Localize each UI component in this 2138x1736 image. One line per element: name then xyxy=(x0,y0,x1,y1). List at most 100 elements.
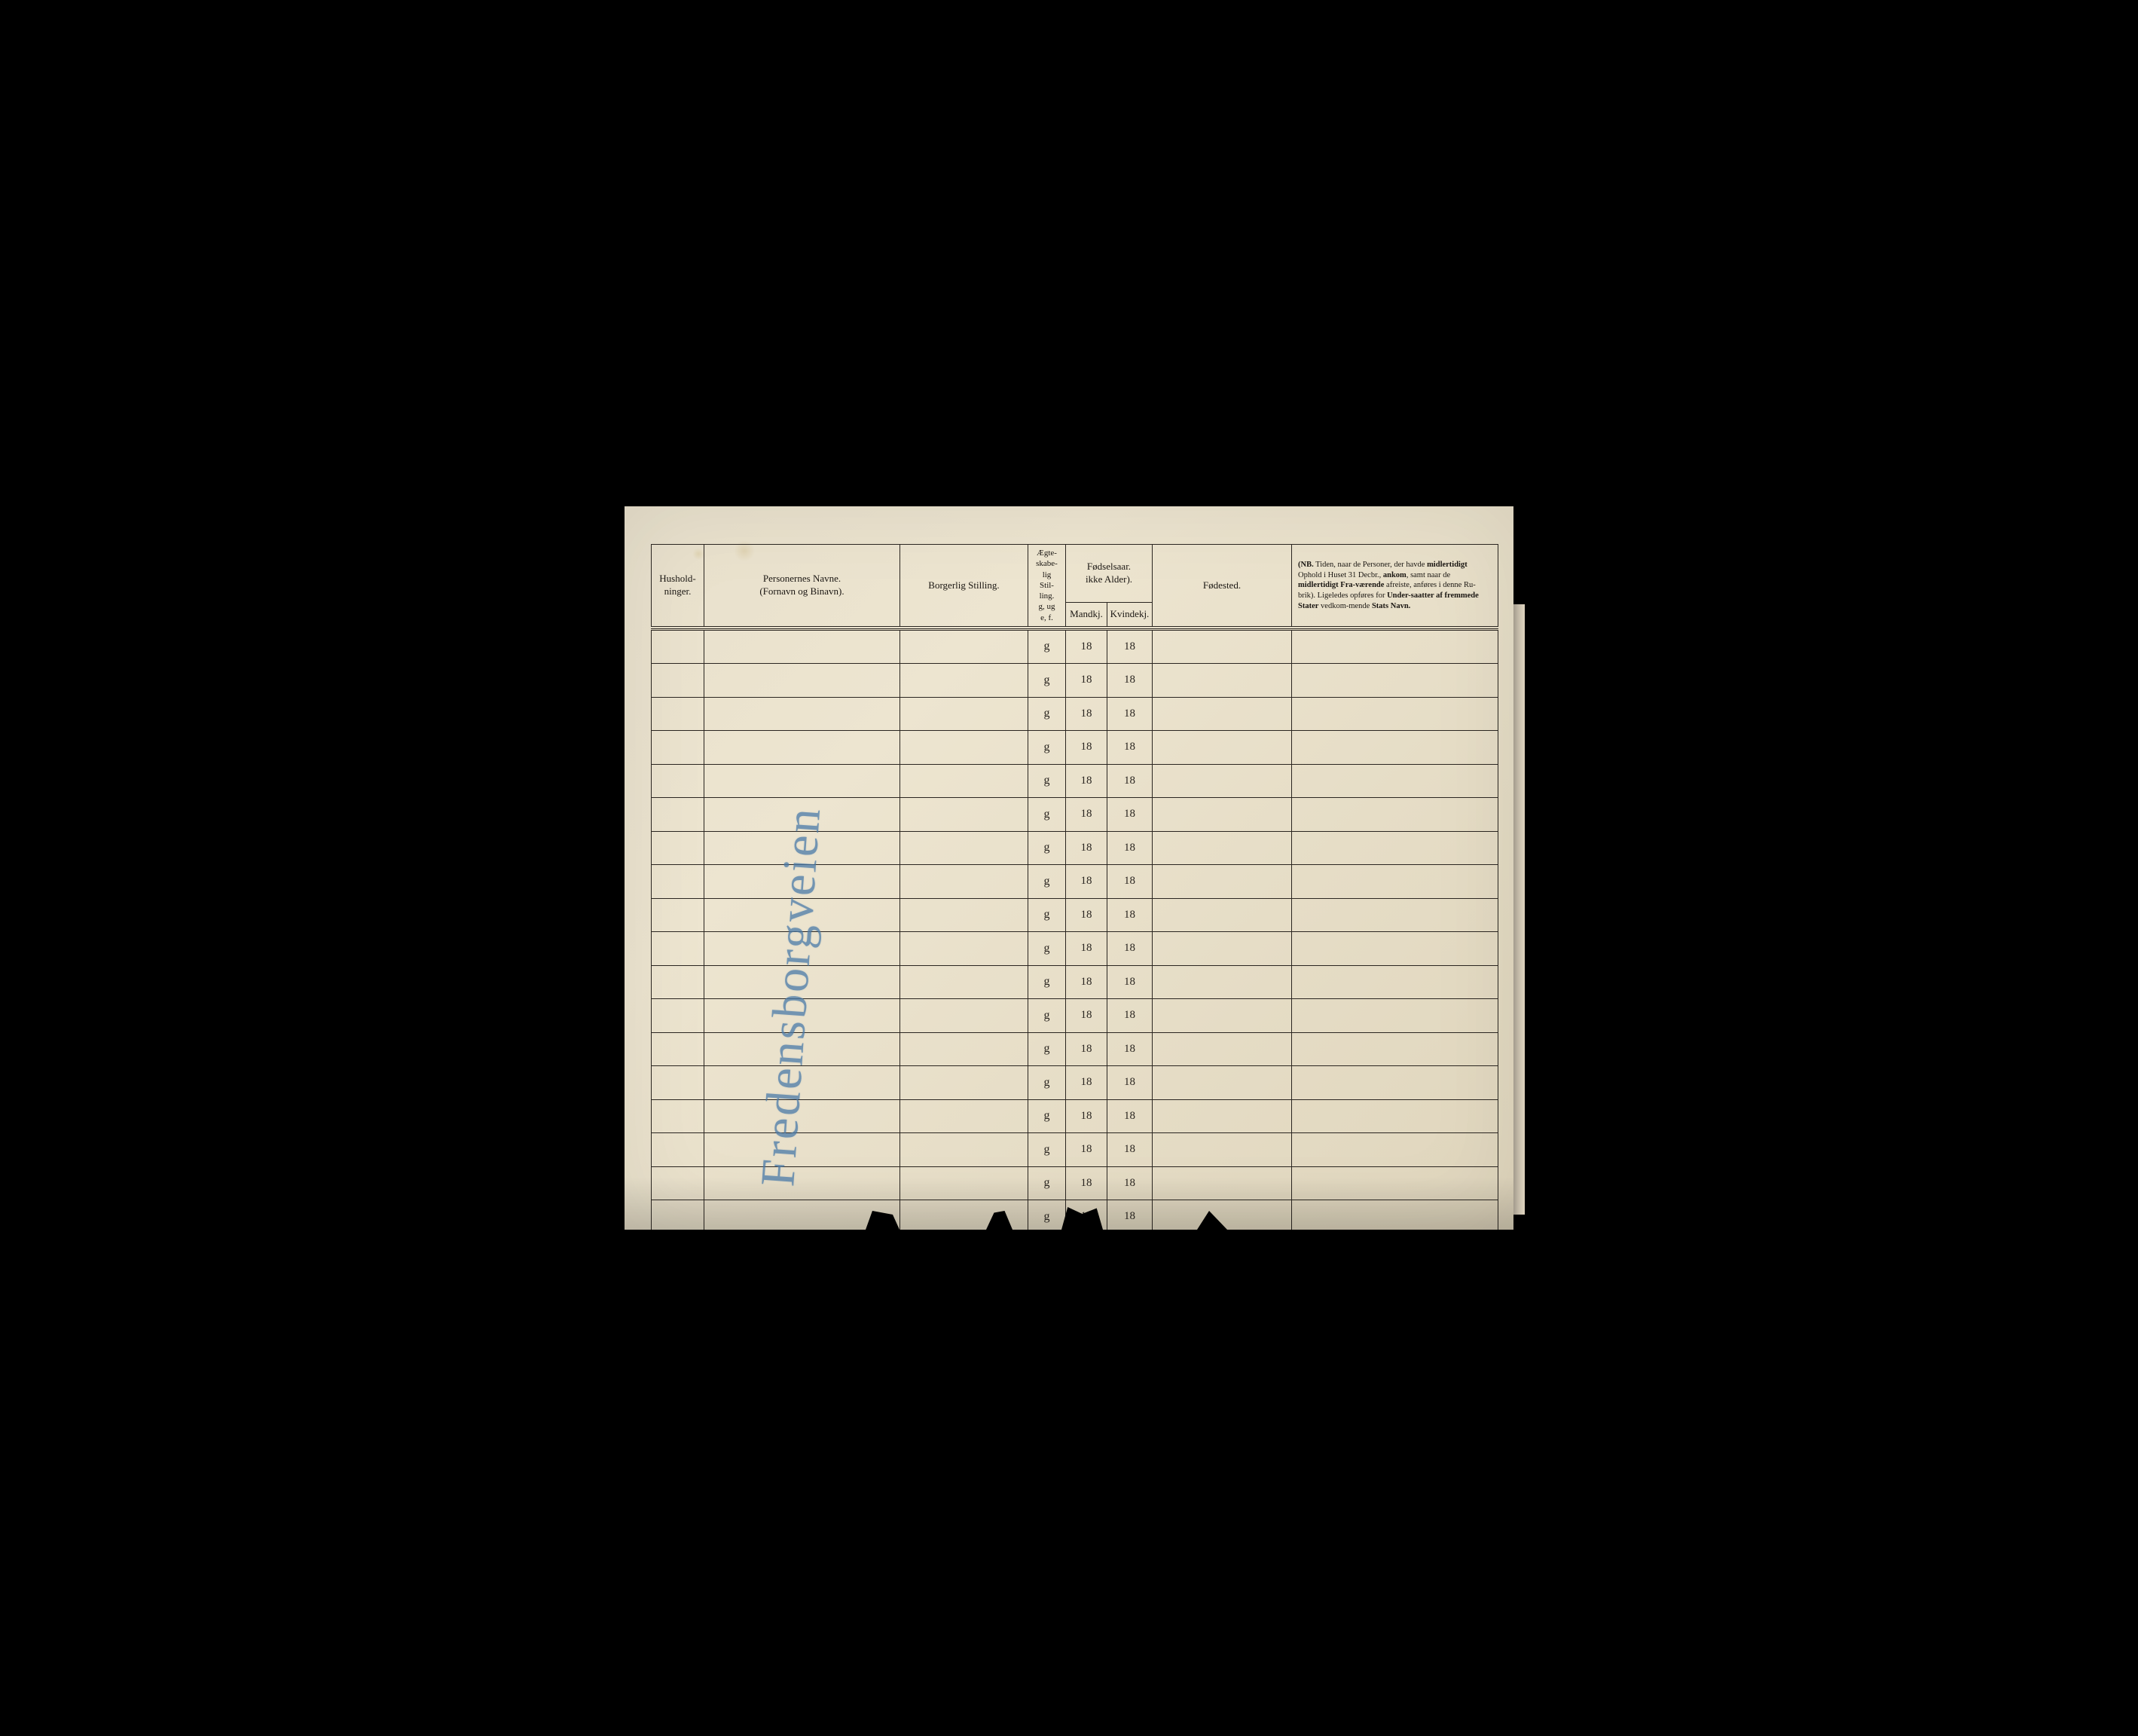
cell-stilling xyxy=(900,1032,1028,1066)
cell-hushold xyxy=(652,630,704,664)
table-row: g1818 xyxy=(652,630,1498,664)
cell-nb xyxy=(1292,865,1498,899)
cell-kvindekj: 18 xyxy=(1107,1032,1153,1066)
cell-hushold xyxy=(652,798,704,832)
col-header-husholdninger: Hushold-ninger. xyxy=(652,545,704,628)
cell-nb xyxy=(1292,1032,1498,1066)
cell-kvindekj: 18 xyxy=(1107,798,1153,832)
cell-stilling xyxy=(900,1166,1028,1200)
cell-egte: g xyxy=(1028,764,1066,798)
table-row: g1818 xyxy=(652,999,1498,1033)
cell-hushold xyxy=(652,731,704,765)
cell-hushold xyxy=(652,764,704,798)
cell-navne xyxy=(704,731,900,765)
cell-navne xyxy=(704,898,900,932)
cell-nb xyxy=(1292,1200,1498,1230)
cell-egte: g xyxy=(1028,831,1066,865)
table-row: g1818 xyxy=(652,664,1498,698)
col-header-mandkj: Mandkj. xyxy=(1066,603,1107,628)
cell-hushold xyxy=(652,664,704,698)
cell-nb xyxy=(1292,798,1498,832)
cell-mandkj: 18 xyxy=(1066,697,1107,731)
cell-navne xyxy=(704,1099,900,1133)
cell-egte: g xyxy=(1028,898,1066,932)
cell-hushold xyxy=(652,1066,704,1100)
cell-fodested xyxy=(1153,697,1292,731)
cell-hushold xyxy=(652,965,704,999)
cell-hushold xyxy=(652,1200,704,1230)
cell-navne xyxy=(704,1133,900,1167)
col-header-fodested: Fødested. xyxy=(1153,545,1292,628)
table-row: g1818 xyxy=(652,898,1498,932)
cell-nb xyxy=(1292,932,1498,966)
cell-fodested xyxy=(1153,764,1292,798)
table-row: g1818 xyxy=(652,798,1498,832)
cell-stilling xyxy=(900,1133,1028,1167)
cell-stilling xyxy=(900,764,1028,798)
fodselsaar-top: Fødselsaar. xyxy=(1087,561,1131,572)
nb-em: Stats Navn. xyxy=(1372,602,1410,610)
cell-kvindekj: 18 xyxy=(1107,697,1153,731)
cell-nb xyxy=(1292,697,1498,731)
cell-egte: g xyxy=(1028,664,1066,698)
cell-hushold xyxy=(652,697,704,731)
cell-fodested xyxy=(1153,898,1292,932)
cell-mandkj: 18 xyxy=(1066,865,1107,899)
table-row: g1818 xyxy=(652,697,1498,731)
table-row: g1818 xyxy=(652,865,1498,899)
cell-nb xyxy=(1292,630,1498,664)
page-container: Hushold-ninger. Personernes Navne. (Forn… xyxy=(625,506,1513,1230)
col-header-fodselsaar: Fødselsaar. ikke Alder). xyxy=(1066,545,1153,603)
table-row: g1818 xyxy=(652,965,1498,999)
cell-kvindekj: 18 xyxy=(1107,1200,1153,1230)
cell-mandkj: 18 xyxy=(1066,898,1107,932)
table-header: Hushold-ninger. Personernes Navne. (Forn… xyxy=(652,545,1498,631)
cell-egte: g xyxy=(1028,630,1066,664)
cell-stilling xyxy=(900,630,1028,664)
cell-kvindekj: 18 xyxy=(1107,932,1153,966)
cell-nb xyxy=(1292,1133,1498,1167)
cell-egte: g xyxy=(1028,697,1066,731)
cell-fodested xyxy=(1153,630,1292,664)
table-row: g1818 xyxy=(652,932,1498,966)
cell-egte: g xyxy=(1028,932,1066,966)
cell-kvindekj: 18 xyxy=(1107,764,1153,798)
cell-hushold xyxy=(652,831,704,865)
cell-kvindekj: 18 xyxy=(1107,898,1153,932)
cell-egte: g xyxy=(1028,1066,1066,1100)
cell-navne xyxy=(704,831,900,865)
cell-stilling xyxy=(900,731,1028,765)
cell-navne xyxy=(704,1066,900,1100)
cell-navne xyxy=(704,965,900,999)
cell-navne xyxy=(704,764,900,798)
navne-line2: (Fornavn og Binavn). xyxy=(759,585,844,597)
cell-navne xyxy=(704,932,900,966)
col-header-stilling: Borgerlig Stilling. xyxy=(900,545,1028,628)
table-row: g1818 xyxy=(652,1166,1498,1200)
cell-fodested xyxy=(1153,932,1292,966)
cell-kvindekj: 18 xyxy=(1107,1099,1153,1133)
cell-navne xyxy=(704,999,900,1033)
cell-stilling xyxy=(900,831,1028,865)
cell-egte: g xyxy=(1028,731,1066,765)
cell-mandkj: 18 xyxy=(1066,1133,1107,1167)
nb-prefix: (NB. xyxy=(1298,561,1314,569)
cell-egte: g xyxy=(1028,1133,1066,1167)
nb-text: Tiden, naar de Personer, der havde xyxy=(1314,561,1427,569)
cell-hushold xyxy=(652,1032,704,1066)
cell-stilling xyxy=(900,1066,1028,1100)
cell-kvindekj: 18 xyxy=(1107,1066,1153,1100)
cell-navne xyxy=(704,664,900,698)
cell-navne xyxy=(704,697,900,731)
cell-nb xyxy=(1292,965,1498,999)
cell-kvindekj: 18 xyxy=(1107,865,1153,899)
cell-hushold xyxy=(652,932,704,966)
cell-nb xyxy=(1292,764,1498,798)
table-row: g1818 xyxy=(652,764,1498,798)
cell-navne xyxy=(704,1166,900,1200)
cell-navne xyxy=(704,1032,900,1066)
cell-fodested xyxy=(1153,865,1292,899)
col-header-navne: Personernes Navne. (Fornavn og Binavn). xyxy=(704,545,900,628)
cell-fodested xyxy=(1153,831,1292,865)
cell-mandkj: 18 xyxy=(1066,764,1107,798)
